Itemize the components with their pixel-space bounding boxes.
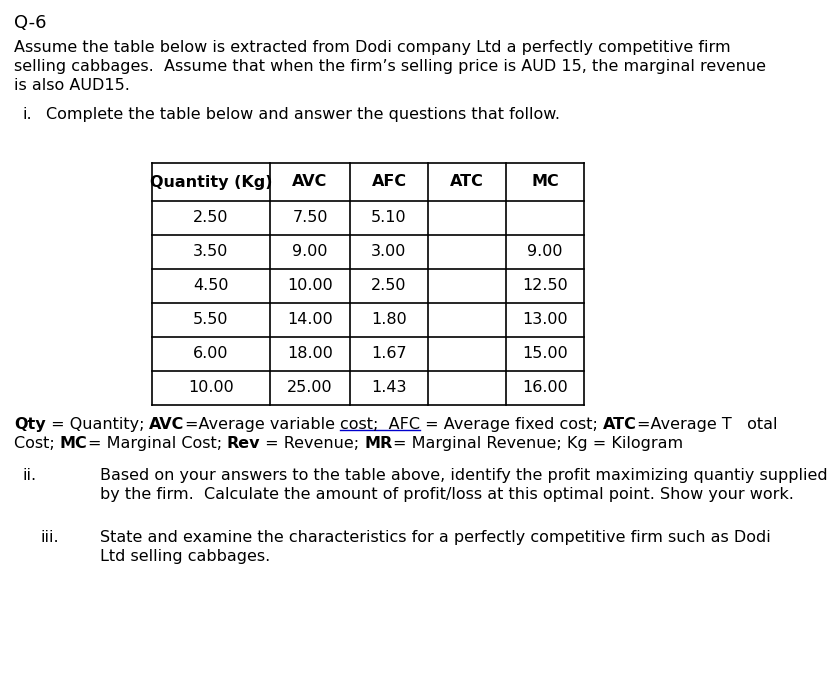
Text: Cost;: Cost;	[14, 436, 60, 451]
Text: Rev: Rev	[227, 436, 260, 451]
Text: 1.67: 1.67	[371, 347, 407, 362]
Text: ATC: ATC	[450, 174, 484, 189]
Text: MC: MC	[60, 436, 87, 451]
Text: i.: i.	[22, 107, 32, 122]
Text: Ltd selling cabbages.: Ltd selling cabbages.	[100, 549, 270, 564]
Text: 10.00: 10.00	[287, 278, 333, 294]
Text: 1.43: 1.43	[371, 380, 407, 395]
Text: 2.50: 2.50	[193, 211, 229, 225]
Text: Assume the table below is extracted from Dodi company Ltd a perfectly competitiv: Assume the table below is extracted from…	[14, 40, 730, 55]
Text: 3.50: 3.50	[193, 245, 229, 260]
Text: 3.00: 3.00	[371, 245, 407, 260]
Text: 5.50: 5.50	[193, 313, 229, 327]
Text: Complete the table below and answer the questions that follow.: Complete the table below and answer the …	[46, 107, 560, 122]
Text: 7.50: 7.50	[292, 211, 328, 225]
Text: 2.50: 2.50	[371, 278, 407, 294]
Text: AVC: AVC	[149, 417, 185, 432]
Text: State and examine the characteristics for a perfectly competitive firm such as D: State and examine the characteristics fo…	[100, 530, 770, 545]
Text: cost;  AFC: cost; AFC	[339, 417, 420, 432]
Text: Qty: Qty	[14, 417, 46, 432]
Text: = Quantity;: = Quantity;	[46, 417, 149, 432]
Text: by the firm.  Calculate the amount of profit/loss at this optimal point. Show yo: by the firm. Calculate the amount of pro…	[100, 487, 794, 502]
Text: Q-6: Q-6	[14, 14, 47, 32]
Text: = Marginal Revenue; Kg = Kilogram: = Marginal Revenue; Kg = Kilogram	[393, 436, 683, 451]
Text: MR: MR	[364, 436, 393, 451]
Text: AVC: AVC	[292, 174, 328, 189]
Text: iii.: iii.	[40, 530, 58, 545]
Text: = Average fixed cost;: = Average fixed cost;	[420, 417, 602, 432]
Text: AFC: AFC	[371, 174, 407, 189]
Text: 18.00: 18.00	[287, 347, 333, 362]
Text: Quantity (Kg): Quantity (Kg)	[150, 174, 272, 189]
Text: 10.00: 10.00	[188, 380, 234, 395]
Text: 15.00: 15.00	[522, 347, 568, 362]
Text: 14.00: 14.00	[287, 313, 333, 327]
Text: =Average T   otal: =Average T otal	[636, 417, 777, 432]
Text: 25.00: 25.00	[287, 380, 333, 395]
Text: 9.00: 9.00	[292, 245, 328, 260]
Text: ATC: ATC	[602, 417, 636, 432]
Text: 13.00: 13.00	[522, 313, 567, 327]
Text: Based on your answers to the table above, identify the profit maximizing quantiy: Based on your answers to the table above…	[100, 468, 828, 483]
Text: 9.00: 9.00	[527, 245, 562, 260]
Text: MC: MC	[531, 174, 559, 189]
Text: 4.50: 4.50	[193, 278, 229, 294]
Text: = Marginal Cost;: = Marginal Cost;	[87, 436, 227, 451]
Text: =Average variable: =Average variable	[185, 417, 339, 432]
Text: = Revenue;: = Revenue;	[260, 436, 364, 451]
Text: ii.: ii.	[22, 468, 36, 483]
Text: 5.10: 5.10	[371, 211, 407, 225]
Text: is also AUD15.: is also AUD15.	[14, 78, 130, 93]
Text: selling cabbages.  Assume that when the firm’s selling price is AUD 15, the marg: selling cabbages. Assume that when the f…	[14, 59, 766, 74]
Text: 1.80: 1.80	[371, 313, 407, 327]
Text: 6.00: 6.00	[193, 347, 229, 362]
Text: 12.50: 12.50	[522, 278, 568, 294]
Text: 16.00: 16.00	[522, 380, 568, 395]
